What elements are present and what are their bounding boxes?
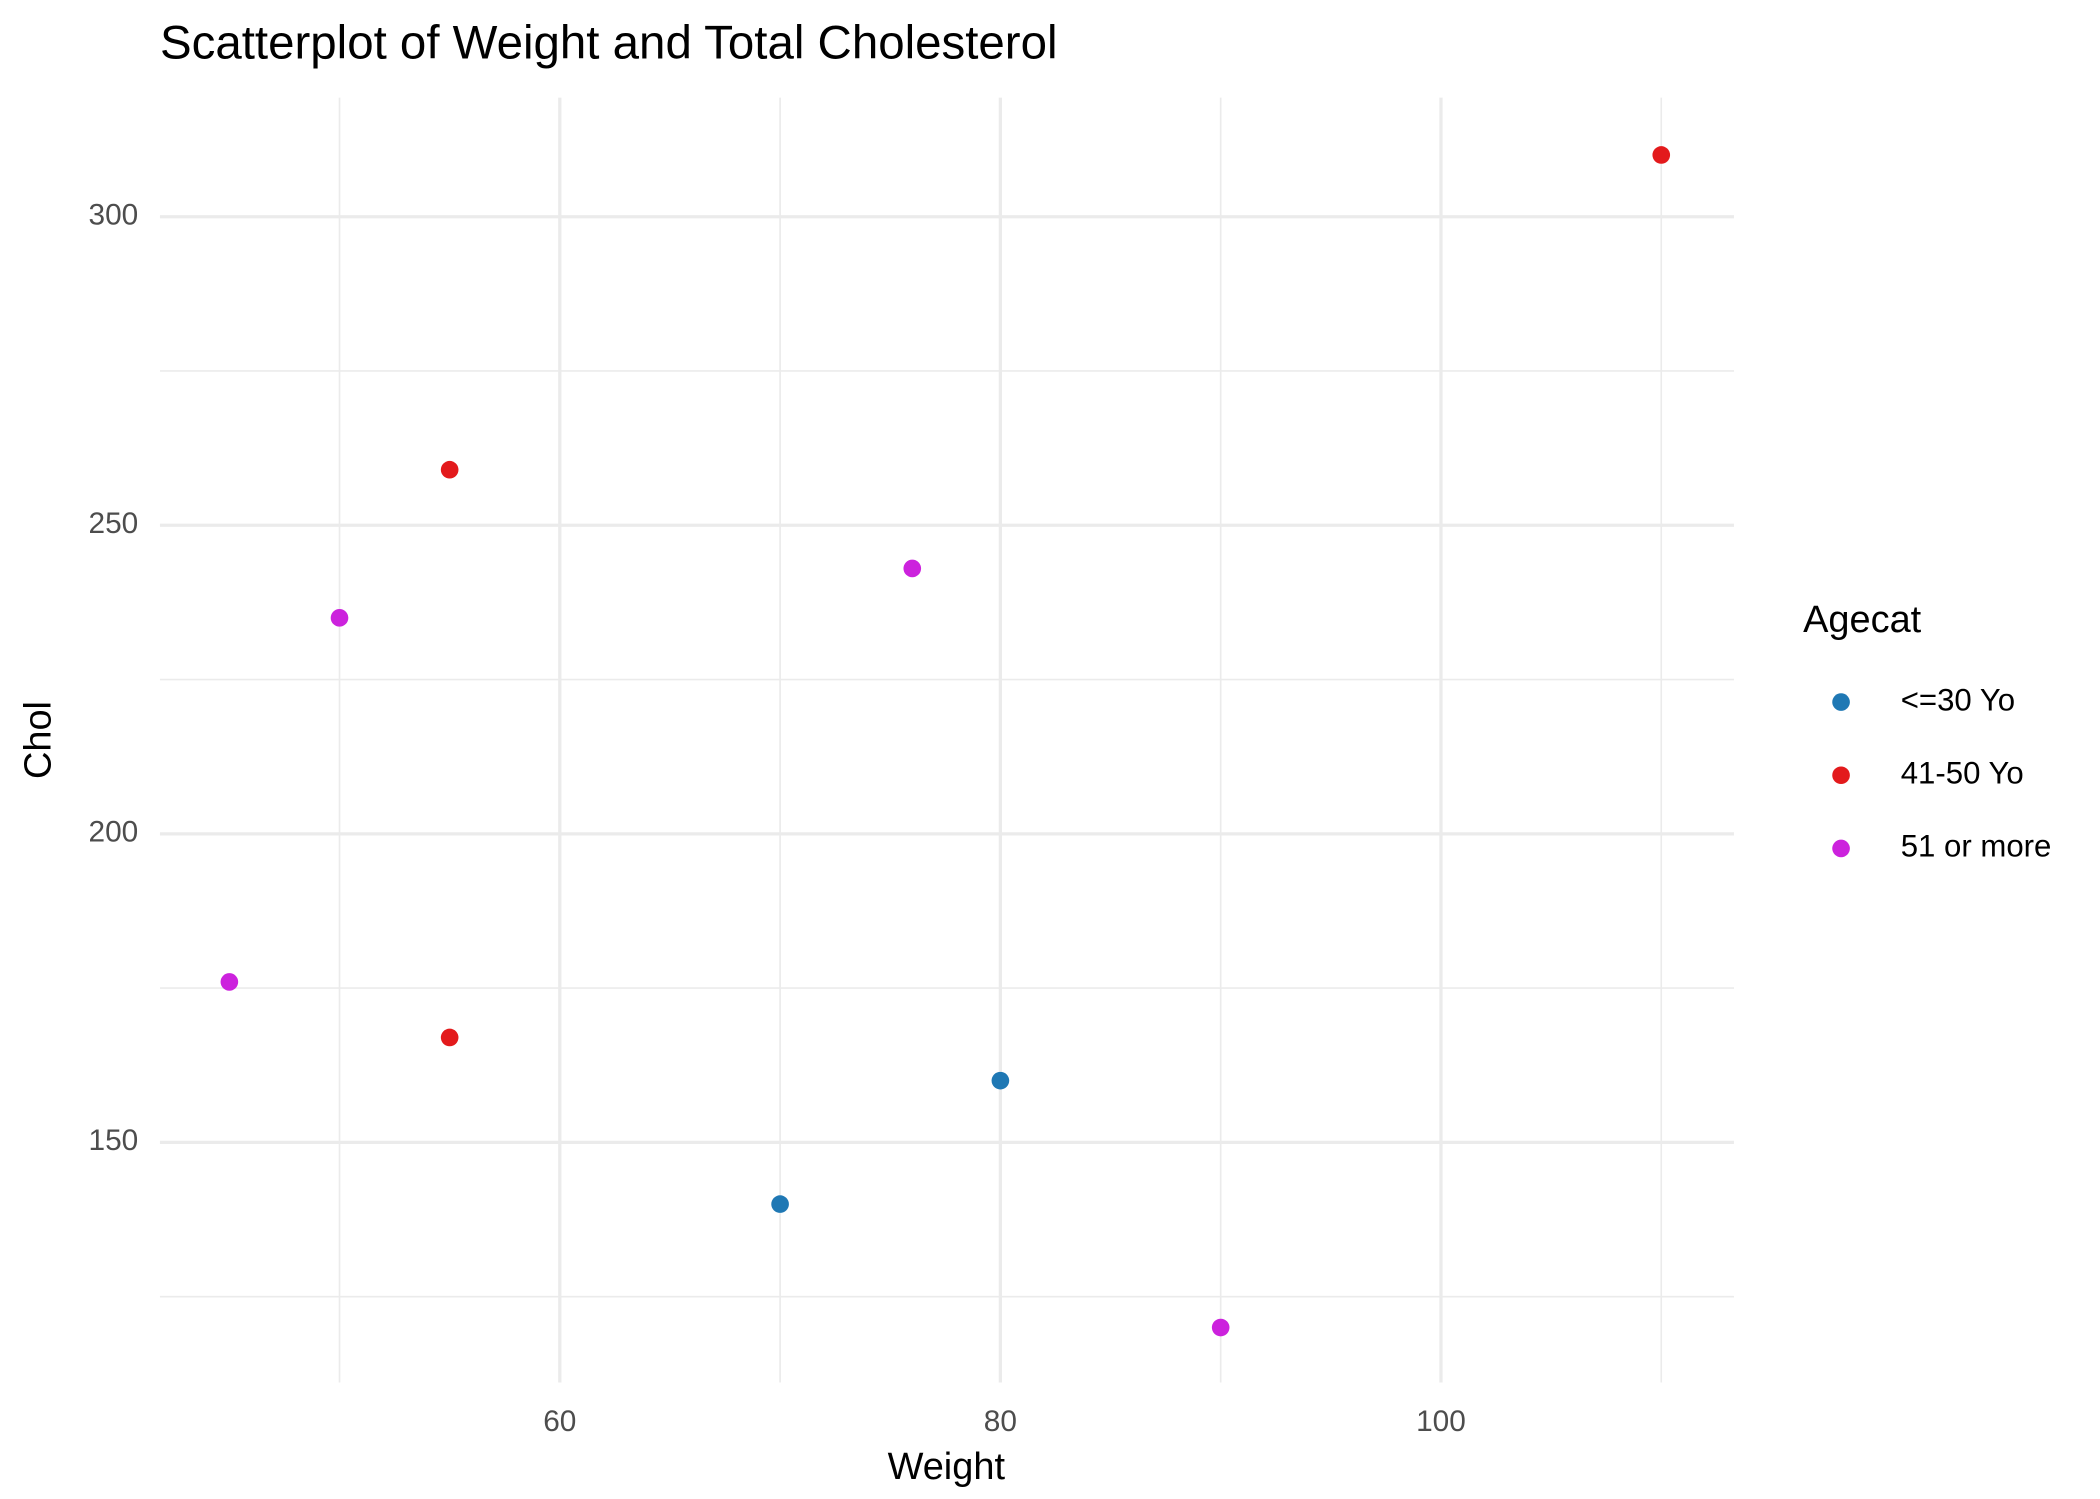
- point: [991, 1071, 1010, 1090]
- point: [903, 559, 922, 578]
- y-tick-label: 150: [89, 1124, 139, 1157]
- point: [771, 1195, 789, 1213]
- legend-marker: [1832, 766, 1850, 785]
- x-tick-label: 80: [984, 1405, 1017, 1438]
- chart-title: Scatterplot of Weight and Total Choleste…: [160, 17, 1058, 70]
- y-tick-label: 250: [89, 507, 139, 540]
- point: [1652, 146, 1671, 164]
- point: [1211, 1318, 1230, 1337]
- legend-label: <=30 Yo: [1901, 682, 2015, 717]
- x-tick-label: 60: [543, 1405, 576, 1438]
- legend-marker: [1832, 839, 1850, 858]
- x-tick-label: 100: [1416, 1405, 1466, 1438]
- point: [330, 609, 349, 627]
- y-tick-label: 300: [89, 199, 139, 232]
- legend-marker: [1832, 693, 1850, 711]
- y-axis-title: Chol: [18, 701, 60, 779]
- y-tick-label: 200: [89, 816, 139, 849]
- point: [220, 973, 239, 991]
- legend-title: Agecat: [1803, 599, 1922, 641]
- x-axis-title: Weight: [888, 1446, 1006, 1488]
- legend-label: 51 or more: [1901, 829, 2052, 864]
- point: [440, 460, 459, 479]
- point: [440, 1028, 459, 1047]
- legend-label: 41-50 Yo: [1901, 755, 2024, 790]
